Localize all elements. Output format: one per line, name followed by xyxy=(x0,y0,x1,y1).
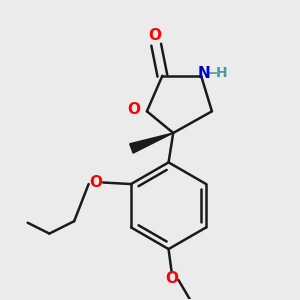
Text: O: O xyxy=(148,28,161,43)
Text: H: H xyxy=(215,66,227,80)
Text: O: O xyxy=(89,175,102,190)
Text: O: O xyxy=(165,271,178,286)
Text: O: O xyxy=(128,102,140,117)
Polygon shape xyxy=(130,133,173,153)
Text: N: N xyxy=(197,66,210,81)
